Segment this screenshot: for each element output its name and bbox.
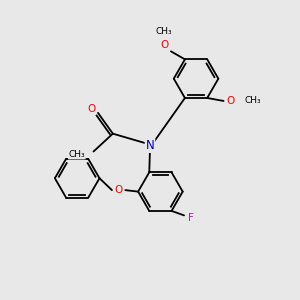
Text: O: O	[114, 185, 123, 195]
Text: CH₃: CH₃	[69, 150, 85, 159]
Text: N: N	[146, 139, 154, 152]
Text: CH₃: CH₃	[244, 96, 261, 105]
Text: O: O	[87, 104, 96, 114]
Text: O: O	[160, 40, 168, 50]
Text: F: F	[188, 213, 194, 223]
Text: O: O	[226, 96, 235, 106]
Text: CH₃: CH₃	[156, 27, 172, 36]
